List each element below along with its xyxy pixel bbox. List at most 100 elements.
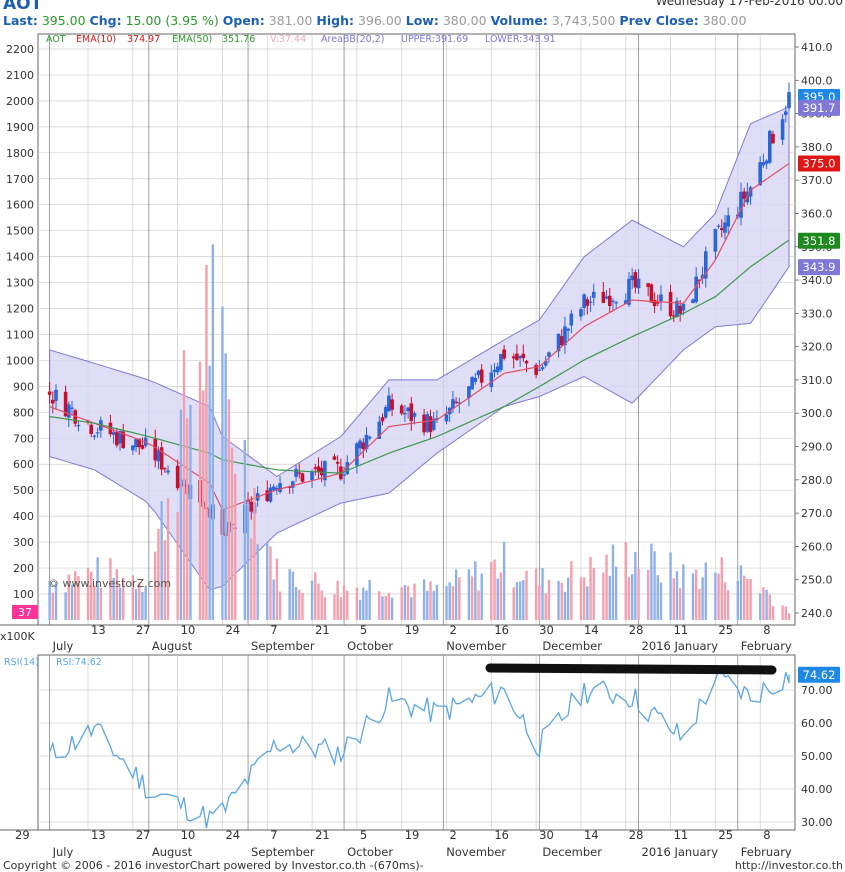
volume-bar [163,540,167,620]
volume-bar [557,580,560,620]
price-tick-label: 330.0 [801,307,833,320]
quote-date: Wednesday 17-Feb-2016 00:00 [655,0,843,8]
candle-body [518,355,522,359]
candle-body [479,369,484,383]
candle-body [265,490,270,502]
volume-bar [435,584,439,620]
ema50-line [49,239,790,474]
rsi-panel[interactable] [37,654,796,831]
candle-body [623,300,628,304]
prev-close-label: Prev Close: [619,13,699,28]
volume-bar [278,591,282,620]
lower-band-badge-text: 343.9 [803,260,836,274]
candle-body [451,399,455,409]
volume-bar [496,578,499,620]
candle-body [633,272,638,288]
volume-bar [182,350,186,620]
low-label: Low: [405,13,439,28]
candle-body [591,291,596,298]
volume-bar [448,582,451,620]
volume-tick-label: 800 [13,406,34,419]
footer-link[interactable]: http://investor.co.th [734,859,843,872]
rsi-badge [798,666,840,683]
rsi-line [48,669,790,829]
date-label: 7 [270,623,277,637]
candle-body [118,430,122,444]
volume-bar [346,590,349,620]
volume-bar [570,561,573,620]
volume-bar [413,583,416,620]
volume-bar [787,613,791,620]
volume-bar [672,578,675,620]
open-value: 381.00 [268,13,313,28]
volume-bar [624,542,627,620]
volume-bar [650,543,653,620]
candle-body [748,187,753,197]
volume-tick-label: 1900 [6,121,34,134]
volume-bar [637,568,640,620]
volume-bar [208,365,211,620]
volume-tick-label: 200 [13,562,34,575]
candle-body [367,436,372,439]
volume-bar [70,584,74,620]
rsi-tick-label: 40.00 [801,783,833,796]
candle-body [502,349,506,359]
candle-body [406,407,410,412]
rsi-tick-label: 60.00 [801,717,833,730]
annotation-marker [485,663,777,675]
volume-tick-label: 900 [13,380,34,393]
candle-body [108,422,113,435]
low-value: 380.00 [442,13,487,28]
volume-bar [211,244,215,620]
price-tick-label: 410.0 [801,41,833,54]
candle-body [345,462,350,475]
rsi-date-label: 14 [584,828,599,842]
candle-body [435,418,439,420]
date-label: 14 [584,623,599,637]
volume-bar [253,487,256,620]
volume-bar [742,575,746,620]
chg-value: 15.00 (3.95 %) [125,13,219,28]
candle-body [780,119,785,140]
volume-bar [589,557,592,620]
date-label: 24 [225,623,240,637]
legend-lower: LOWER:343.91 [485,34,556,45]
candle-body [652,299,657,307]
volume-bar [746,578,749,620]
candle-body [649,284,654,303]
rsi-month-label: 2016 January [642,845,719,858]
month-label: August [152,639,193,653]
volume-bar [365,590,368,620]
candle-body [559,336,564,346]
volume-bar [243,440,247,620]
rsi-date-label: 10 [181,828,196,842]
volume-bar [736,581,739,620]
candle-body [758,162,762,186]
volume-bar [275,558,279,620]
candle-body [92,435,97,437]
volume-bar [445,586,448,620]
candle-body [377,421,382,439]
volume-bar [432,590,435,620]
rsi-month-label: December [542,845,602,858]
candle-body [316,466,321,472]
volume-bar [368,579,371,620]
volume-bar [675,571,679,620]
candle-body [268,487,273,502]
volume-bar [115,569,119,620]
rsi-tick-label: 30.00 [801,816,833,829]
volume-bar [179,409,183,620]
candle-body [278,483,282,492]
volume-bar [118,587,122,620]
candle-body [655,302,660,304]
candle-body [444,414,449,422]
volume-bar [86,568,90,620]
volume-bar [541,568,544,620]
candle-body [675,300,679,317]
volume-bar [298,589,301,620]
price-tick-label: 300.0 [801,407,833,420]
volume-unit: x100K [0,630,36,643]
candle-body [489,372,494,388]
candle-body [556,333,561,352]
